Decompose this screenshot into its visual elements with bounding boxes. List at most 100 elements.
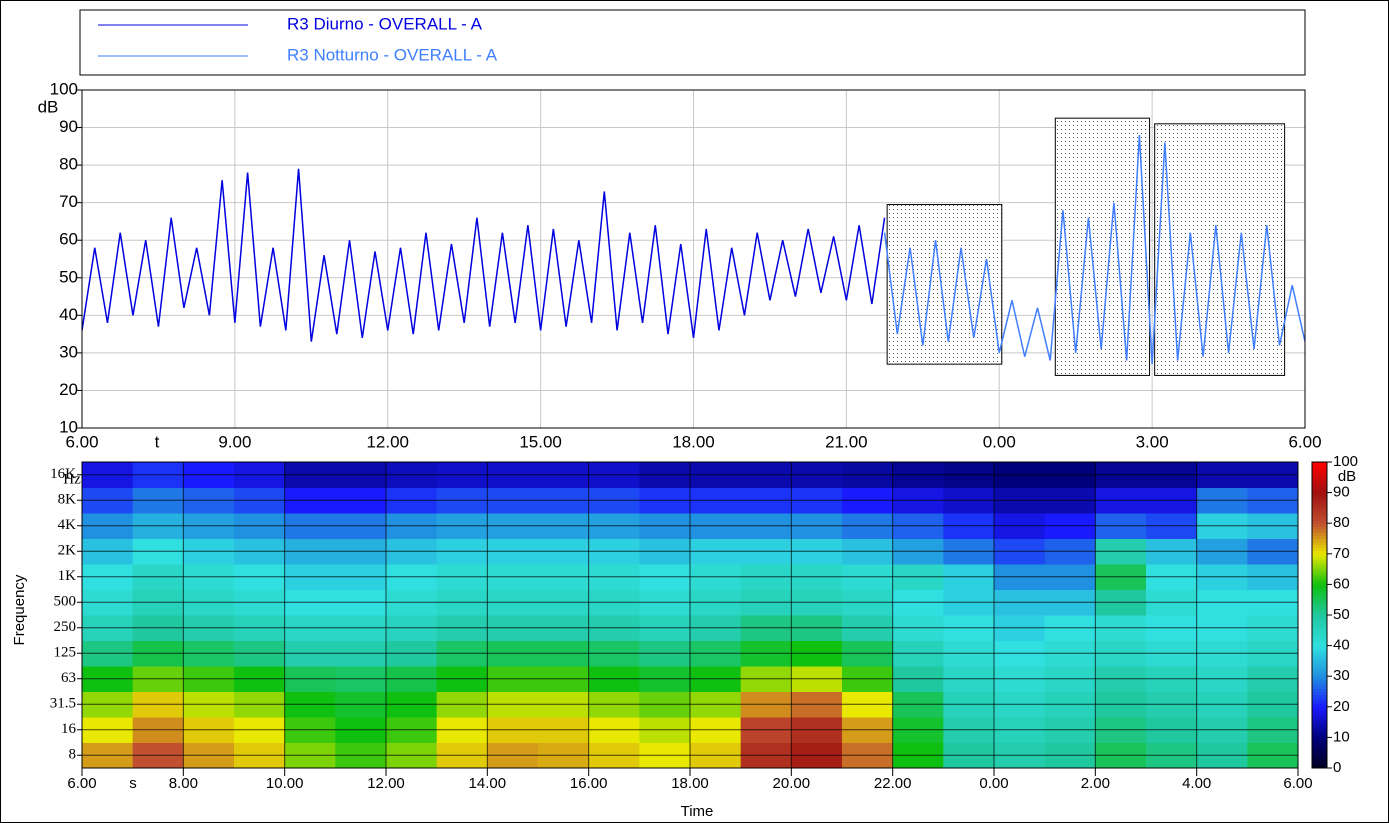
x-tick-label: 12.00: [367, 775, 405, 792]
colorbar-segment: [1312, 660, 1327, 665]
colorbar-tick-label: 10: [1333, 728, 1350, 745]
colorbar-segment: [1312, 715, 1327, 720]
colorbar-segment: [1312, 740, 1327, 745]
x-tick-label: 18.00: [672, 432, 715, 451]
colorbar-segment: [1312, 719, 1327, 723]
colorbar-tick-label: 100: [1333, 453, 1358, 470]
legend-box: [79, 9, 1306, 76]
colorbar-segment: [1312, 725, 1327, 729]
x-tick-label: 22.00: [874, 775, 912, 792]
colorbar-segment: [1312, 559, 1327, 564]
colorbar-segment: [1312, 562, 1327, 567]
series-line: [81, 168, 886, 342]
plot-border: [81, 461, 1299, 769]
colorbar-segment: [1312, 544, 1327, 549]
colorbar-segment: [1312, 709, 1327, 714]
colorbar-segment: [1312, 596, 1327, 601]
colorbar-segment: [1312, 584, 1327, 588]
colorbar-segment: [1312, 605, 1327, 610]
colorbar-segment: [1312, 752, 1327, 757]
colorbar-segment: [1312, 535, 1327, 539]
y-tick-label: 50: [59, 267, 78, 286]
colorbar-segment: [1312, 590, 1327, 595]
colorbar-segment: [1312, 593, 1327, 598]
x-tick-label: 8.00: [169, 775, 198, 792]
x-tick-label: 2.00: [1081, 775, 1110, 792]
x-tick-label: 18.00: [671, 775, 709, 792]
y-tick-label: 250: [54, 619, 77, 635]
colorbar-segment: [1312, 474, 1327, 478]
y-tick-label: 30: [59, 342, 78, 361]
x-tick-label: 9.00: [218, 432, 251, 451]
colorbar-segment: [1312, 621, 1327, 625]
colorbar-segment: [1312, 645, 1327, 650]
colorbar-segment: [1312, 761, 1327, 766]
colorbar-segment: [1312, 520, 1327, 524]
colorbar-tick-label: 50: [1333, 606, 1350, 623]
y-tick-label: 500: [54, 594, 77, 610]
colorbar-segment: [1312, 553, 1327, 558]
colorbar-segment: [1312, 676, 1327, 680]
colorbar-segment: [1312, 523, 1327, 527]
x-tick-label: 6.00: [67, 775, 96, 792]
y-tick-label: 60: [59, 230, 78, 249]
colorbar-segment: [1312, 700, 1327, 705]
colorbar-segment: [1312, 526, 1327, 530]
colorbar-segment: [1312, 504, 1327, 509]
colorbar-segment: [1312, 663, 1327, 668]
colorbar-segment: [1312, 743, 1327, 748]
colorbar-segment: [1312, 611, 1327, 616]
colorbar-segment: [1312, 642, 1327, 647]
y-tick-label: 10: [59, 417, 78, 436]
colorbar-segment: [1312, 728, 1327, 732]
colorbar-segment: [1312, 538, 1327, 543]
colorbar-tick-label: 20: [1333, 698, 1350, 715]
y-tick-label: 80: [59, 155, 78, 174]
colorbar-segment: [1312, 749, 1327, 754]
y-tick-label: 8K: [58, 492, 77, 508]
x-tick-label: 15.00: [519, 432, 562, 451]
colorbar-segment: [1312, 495, 1327, 500]
colorbar-segment: [1312, 764, 1327, 769]
colorbar-segment: [1312, 630, 1327, 634]
colorbar-segment: [1312, 587, 1327, 592]
colorbar-segment: [1312, 569, 1327, 573]
colorbar-segment: [1312, 670, 1327, 674]
x-tick-label: 3.00: [1136, 432, 1169, 451]
x-tick-label: 6.00: [1288, 432, 1321, 451]
y-axis-label: Frequency: [11, 574, 28, 645]
colorbar-unit: dB: [1338, 468, 1356, 485]
colorbar-segment: [1312, 578, 1327, 582]
colorbar-tick-label: 60: [1333, 575, 1350, 592]
y-tick-label: 31.5: [50, 696, 76, 712]
colorbar-tick-label: 30: [1333, 667, 1350, 684]
y-tick-label: 20: [59, 380, 78, 399]
colorbar-segment: [1312, 498, 1327, 503]
colorbar-segment: [1312, 685, 1327, 689]
colorbar-segment: [1312, 514, 1327, 518]
colorbar-tick-label: 0: [1333, 759, 1341, 776]
colorbar-segment: [1312, 477, 1327, 481]
colorbar-segment: [1312, 712, 1327, 717]
colorbar-segment: [1312, 501, 1327, 506]
colorbar-segment: [1312, 755, 1327, 760]
legend-label: R3 Notturno - OVERALL - A: [287, 45, 498, 64]
colorbar-segment: [1312, 639, 1327, 644]
colorbar-segment: [1312, 608, 1327, 613]
x-tick-label: 0.00: [983, 432, 1016, 451]
colorbar-segment: [1312, 618, 1327, 622]
y-tick-label: 40: [59, 305, 78, 324]
colorbar-segment: [1312, 657, 1327, 662]
colorbar-segment: [1312, 471, 1327, 475]
colorbar-segment: [1312, 483, 1327, 487]
colorbar-segment: [1312, 517, 1327, 521]
y-tick-label: 70: [59, 192, 78, 211]
colorbar-segment: [1312, 572, 1327, 576]
colorbar-segment: [1312, 737, 1327, 741]
colorbar-segment: [1312, 547, 1327, 552]
colorbar-segment: [1312, 722, 1327, 726]
colorbar-tick-label: 70: [1333, 545, 1350, 562]
colorbar-segment: [1312, 758, 1327, 763]
colorbar-segment: [1312, 532, 1327, 536]
colorbar-segment: [1312, 673, 1327, 677]
